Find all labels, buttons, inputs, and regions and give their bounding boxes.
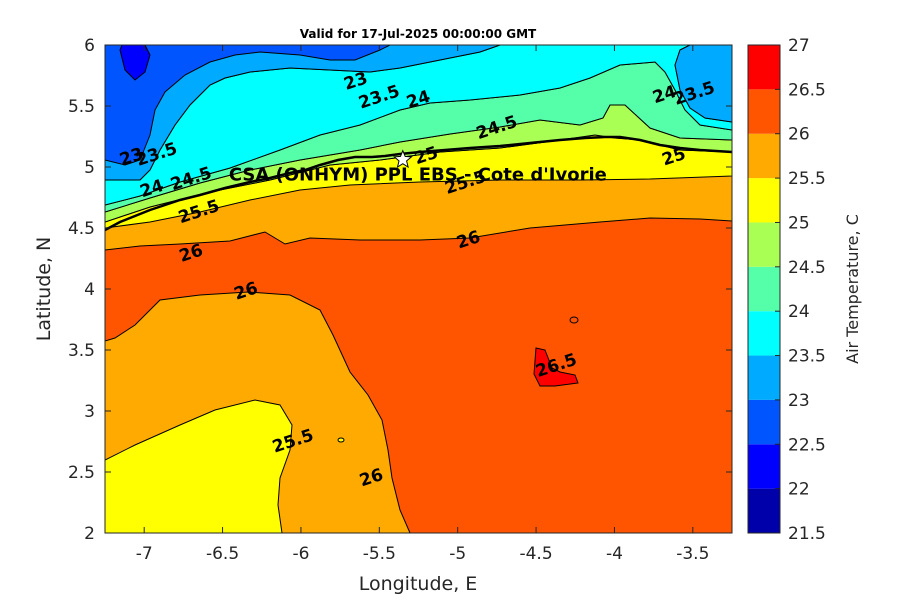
band-22_5-23 [105,45,391,166]
x-tick-label: -6 [292,544,309,564]
colorbar-tick-label: 23.5 [788,347,826,367]
small-contour-cell [337,437,345,443]
band-22-22_5 [119,45,151,81]
band-23-23_5-east [674,45,732,123]
band-26_5-27 [533,347,579,387]
colorbar-tick-label: 24 [788,302,810,322]
x-tick-label: -5 [449,544,466,564]
band-23-23_5 [105,45,501,181]
y-tick-label: 4 [84,280,95,300]
colorbar-segment [748,399,780,445]
colorbar-segment [748,311,780,356]
colorbar-tick-label: 24.5 [788,258,826,278]
station-star-icon [393,149,413,169]
colorbar-segment [748,355,780,400]
x-tick-label: -3.5 [676,544,709,564]
plot-area [105,45,732,533]
station-label: CSA (ONHYM) PPL EBS - Cote d'Ivorie [229,165,607,186]
colorbar-segment [748,488,780,533]
coastline [105,135,732,232]
y-tick-label: 4.5 [68,219,95,239]
colorbar-tick-label: 25.5 [788,169,826,189]
band-25-25_5-southwest [105,399,293,533]
y-tick-label: 3 [84,402,95,422]
colorbar-tick-label: 22 [788,480,810,500]
colorbar-segment [748,222,780,267]
colorbar-tick-label: 25 [788,213,810,233]
y-tick-label: 5 [84,158,95,178]
y-tick-label: 6 [84,36,95,56]
y-axis: 2 2.5 3 3.5 4 4.5 5 5.5 6 [68,36,732,544]
colorbar-segment [748,178,780,223]
colorbar-segment [748,266,780,312]
x-tick-label: -5.5 [363,544,396,564]
band-26-26_5 [105,217,732,533]
x-tick-label: -4.5 [519,544,552,564]
colorbar-segment [748,89,780,134]
x-tick-label: -6.5 [206,544,239,564]
y-tick-label: 2.5 [68,463,95,483]
colorbar-label: Air Temperature, C [843,214,862,364]
colorbar-segment [748,133,780,179]
colorbar-frame [747,44,781,534]
x-tick-label: -7 [136,544,153,564]
colorbar-segment [748,444,780,489]
x-axis: -7 -6.5 -6 -5.5 -5 -4.5 -4 -3.5 [136,45,709,564]
x-axis-label: Longitude, E [359,573,478,595]
y-tick-label: 2 [84,524,95,544]
y-axis-label: Latitude, N [33,237,55,342]
small-contour-cell [569,316,579,324]
station-marker [393,149,413,169]
chart-title: Valid for 17-Jul-2025 00:00:00 GMT [300,27,537,41]
colorbar-segment [748,45,780,90]
colorbar-tick-label: 23 [788,391,810,411]
colorbar-tick-label: 26 [788,125,810,145]
colorbar-tick-label: 22.5 [788,435,826,455]
y-tick-label: 3.5 [68,341,95,361]
y-tick-label: 5.5 [68,97,95,117]
x-tick-label: -4 [606,544,623,564]
colorbar-tick-label: 27 [788,36,810,56]
colorbar-tick-label: 21.5 [788,524,826,544]
colorbar-tick-label: 26.5 [788,80,826,100]
colorbar: 21.5 22 22.5 23 23.5 24 24.5 25 25.5 26 26.5 27 [747,36,826,544]
